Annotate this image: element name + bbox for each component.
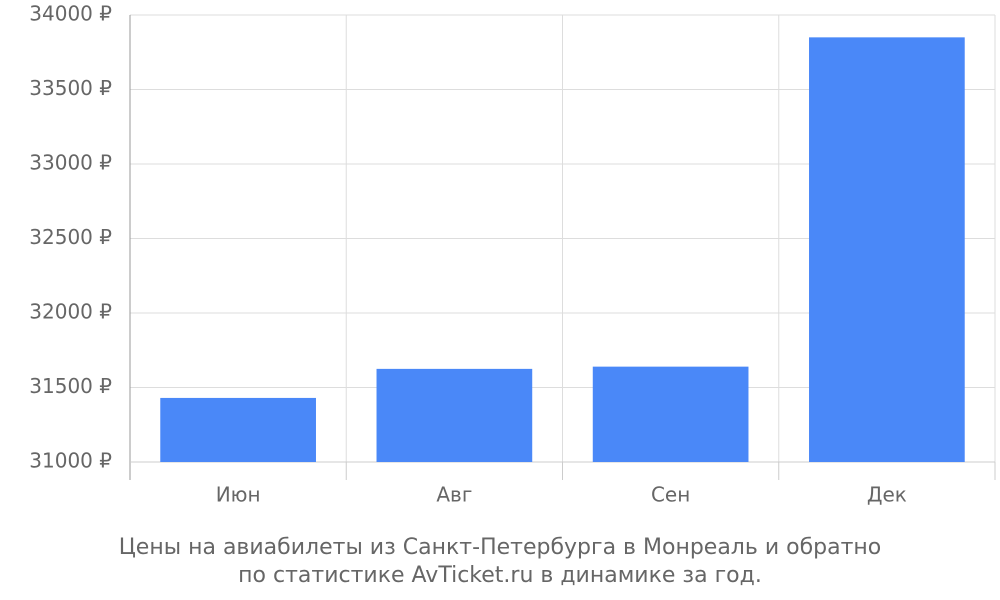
y-tick-label: 33000 ₽ [29, 151, 112, 175]
x-tick-label: Дек [867, 483, 907, 507]
x-tick-label: Сен [651, 483, 690, 507]
chart-title: по статистике AvTicket.ru в динамике за … [238, 563, 762, 588]
y-tick-label: 31500 ₽ [29, 374, 112, 398]
x-tick-label: Июн [216, 483, 261, 507]
y-tick-label: 34000 ₽ [29, 2, 112, 26]
bar [376, 368, 533, 462]
y-tick-label: 33500 ₽ [29, 76, 112, 100]
bar [809, 37, 965, 462]
y-tick-label: 32000 ₽ [29, 300, 112, 324]
y-tick-label: 32500 ₽ [29, 225, 112, 249]
x-tick-label: Авг [436, 483, 472, 507]
bar [592, 366, 749, 462]
bar [160, 397, 316, 462]
chart-title: Цены на авиабилеты из Санкт-Петербурга в… [119, 535, 882, 560]
y-tick-label: 31000 ₽ [29, 449, 112, 473]
